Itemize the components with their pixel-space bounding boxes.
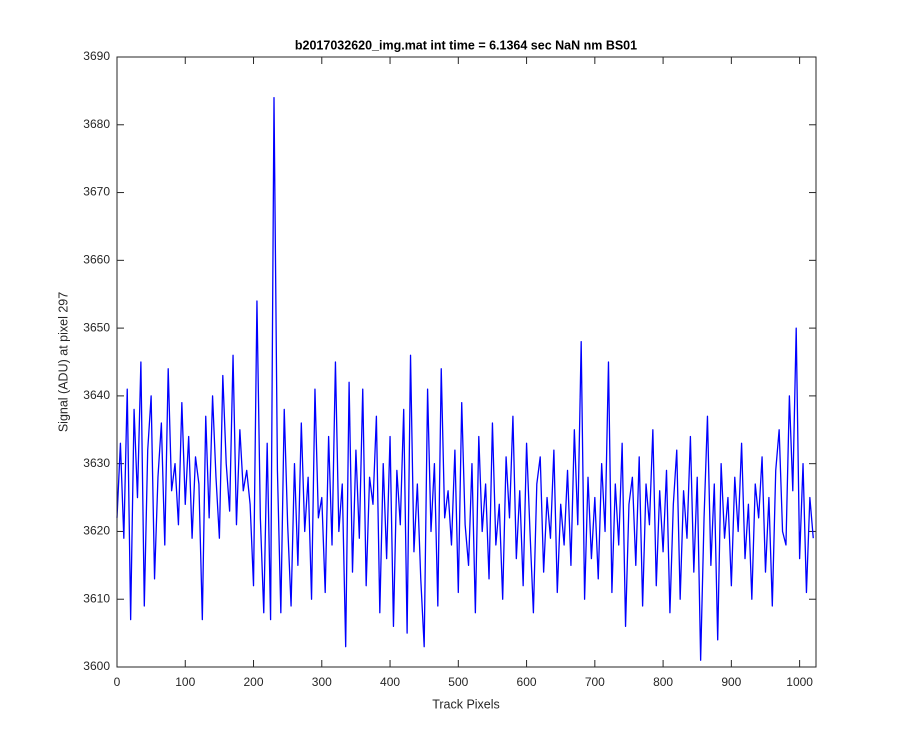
x-tick-label: 400: [380, 675, 400, 689]
chart-title: b2017032620_img.mat int time = 6.1364 se…: [295, 38, 637, 52]
y-tick-label: 3690: [83, 49, 110, 63]
x-tick-label: 100: [175, 675, 195, 689]
x-tick-label: 900: [721, 675, 741, 689]
y-tick-label: 3650: [83, 320, 110, 334]
y-tick-label: 3620: [83, 524, 110, 538]
y-tick-label: 3630: [83, 456, 110, 470]
y-tick-label: 3600: [83, 659, 110, 673]
plot-area: [117, 57, 816, 667]
axes-box: [116, 56, 817, 668]
data-line: [116, 97, 814, 661]
y-tick-label: 3680: [83, 117, 110, 131]
x-tick-label: 700: [585, 675, 605, 689]
y-tick-label: 3670: [83, 185, 110, 199]
x-tick-label: 800: [653, 675, 673, 689]
y-tick-label: 3610: [83, 591, 110, 605]
x-tick-label: 600: [517, 675, 537, 689]
x-tick-label: 0: [114, 675, 121, 689]
x-tick-label: 200: [244, 675, 264, 689]
x-tick-label: 500: [448, 675, 468, 689]
x-tick-label: 1000: [786, 675, 813, 689]
y-tick-label: 3660: [83, 253, 110, 267]
y-tick-label: 3640: [83, 388, 110, 402]
x-tick-label: 300: [312, 675, 332, 689]
y-axis-label: Signal (ADU) at pixel 297: [56, 292, 70, 432]
x-axis-label: Track Pixels: [432, 697, 500, 711]
